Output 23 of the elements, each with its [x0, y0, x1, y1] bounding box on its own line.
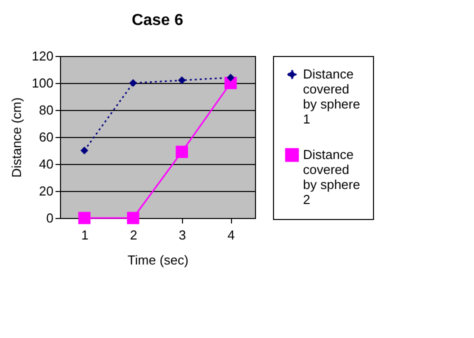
x-tick-label: 1 — [81, 228, 88, 242]
x-tick-label: 2 — [130, 228, 138, 242]
y-tick-label: 40 — [39, 156, 54, 172]
point — [226, 74, 234, 82]
point — [80, 146, 88, 154]
point — [176, 146, 188, 158]
legend-label: Distance covered by sphere 1 — [303, 66, 360, 126]
x-tick-label: 3 — [178, 228, 186, 242]
y-tick-label: 100 — [32, 76, 54, 90]
point — [127, 212, 140, 224]
legend-label: Distance covered by sphere 2 — [303, 147, 360, 207]
point — [129, 79, 137, 87]
point — [78, 212, 90, 224]
x-axis-title: Time (sec) — [128, 252, 188, 268]
chart-title: Case 6 — [132, 12, 184, 29]
x-tick-label: 4 — [228, 228, 235, 242]
y-tick-label: 60 — [39, 130, 54, 144]
y-axis-title: Distance (cm) — [8, 97, 24, 178]
point — [178, 76, 186, 84]
y-tick-label: 80 — [39, 102, 54, 118]
y-tick-label: 120 — [32, 48, 54, 64]
y-tick-label: 0 — [46, 210, 54, 226]
y-tick-label: 20 — [39, 184, 54, 198]
